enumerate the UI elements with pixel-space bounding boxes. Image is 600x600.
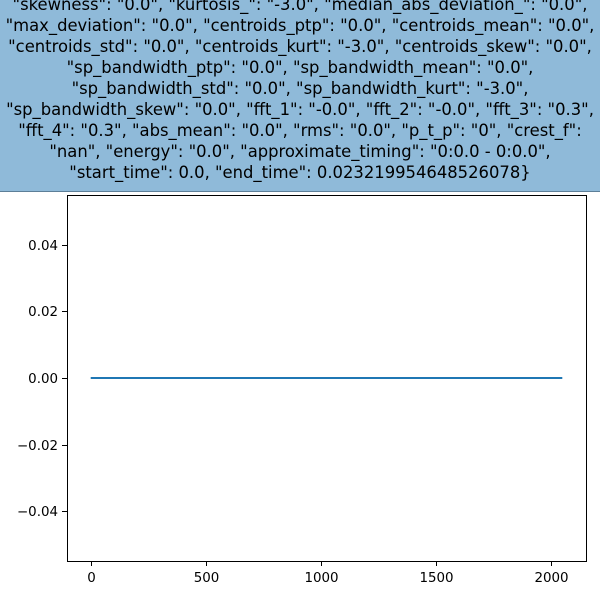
title-line: "skewness": "0.0", "kurtosis_": "-3.0", … xyxy=(12,0,588,14)
y-tick-label: 0.04 xyxy=(28,239,58,254)
y-tick-label: 0.02 xyxy=(28,305,58,320)
y-tick-label: 0.00 xyxy=(28,372,58,387)
x-tick-label: 1000 xyxy=(304,571,338,586)
chart-title-box: "skewness": "0.0", "kurtosis_": "-3.0", … xyxy=(0,0,600,192)
title-line: "nan", "energy": "0.0", "approximate_tim… xyxy=(49,142,551,161)
title-line: "start_time": 0.0, "end_time": 0.0232199… xyxy=(69,163,531,182)
title-line: "max_deviation": "0.0", "centroids_ptp":… xyxy=(5,16,595,35)
title-line: "sp_bandwidth_skew": "0.0", "fft_1": "-0… xyxy=(6,100,594,119)
y-tick-label: −0.04 xyxy=(17,505,58,520)
x-tick-label: 0 xyxy=(87,571,96,586)
x-tick-label: 500 xyxy=(194,571,220,586)
title-line: "fft_4": "0.3", "abs_mean": "0.0", "rms"… xyxy=(18,121,582,140)
x-tick-label: 2000 xyxy=(534,571,568,586)
x-axis: 0 500 1000 1500 2000 xyxy=(87,561,569,586)
plot-frame xyxy=(67,195,587,562)
y-axis: 0.04 0.02 0.00 −0.02 −0.04 xyxy=(17,239,67,520)
x-tick-label: 1500 xyxy=(419,571,453,586)
title-line: "sp_bandwidth_std": "0.0", "sp_bandwidth… xyxy=(71,79,529,98)
y-tick-label: −0.02 xyxy=(17,439,58,454)
title-line: "sp_bandwidth_ptp": "0.0", "sp_bandwidth… xyxy=(66,58,534,77)
title-line: "centroids_std": "0.0", "centroids_kurt"… xyxy=(8,37,592,56)
